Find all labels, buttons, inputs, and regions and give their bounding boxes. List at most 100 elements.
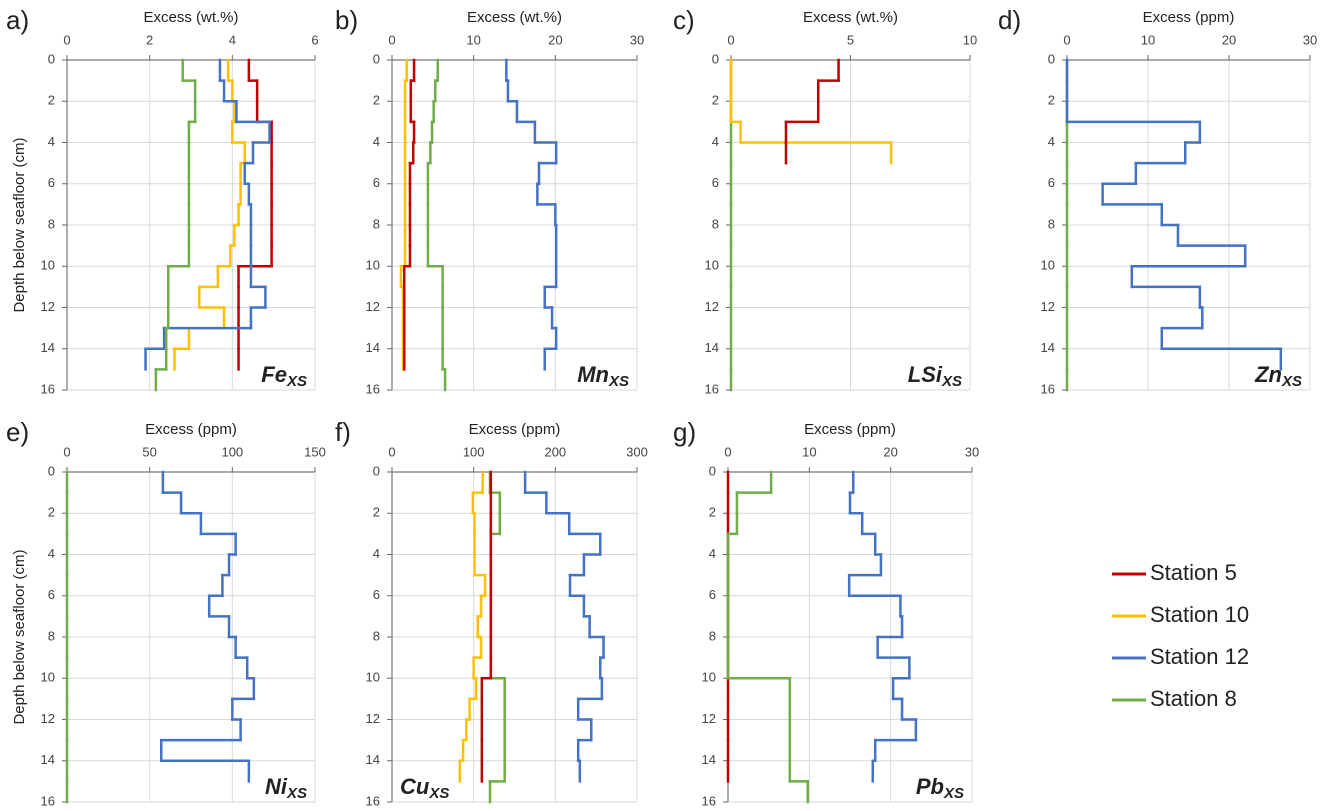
panel: f) Excess (ppm) 0 2 4 6 8 10 12 14 16 0 100 200 300 CuX… <box>335 417 648 809</box>
legend-label: Station 8 <box>1150 686 1237 711</box>
series <box>173 58 246 371</box>
y-tick-label: 6 <box>48 587 55 602</box>
y-tick-label: 0 <box>48 463 55 478</box>
y-tick-label: 12 <box>41 711 55 726</box>
y-tick-label: 4 <box>373 546 380 561</box>
x-tick-label: 0 <box>388 444 395 459</box>
y-tick-label: 4 <box>709 546 716 561</box>
y-tick-label: 6 <box>709 587 716 602</box>
y-tick-label: 16 <box>41 381 55 396</box>
series <box>458 470 487 783</box>
x-tick-label: 4 <box>229 32 236 47</box>
x-tick-label: 50 <box>142 444 156 459</box>
element-subscript: XS <box>428 785 449 802</box>
y-tick-label: 4 <box>48 134 55 149</box>
x-tick-label: 10 <box>802 444 816 459</box>
x-tick-label: 2 <box>146 32 153 47</box>
y-tick-label: 12 <box>41 299 55 314</box>
element-label: CuXS <box>400 774 449 802</box>
panel-letter: g) <box>673 417 696 447</box>
y-tick-label: 14 <box>366 340 380 355</box>
y-tick-label: 8 <box>712 216 719 231</box>
y-tick-label: 6 <box>373 587 380 602</box>
series <box>154 58 197 392</box>
y-tick-label: 10 <box>705 258 719 273</box>
y-tick-label: 10 <box>41 258 55 273</box>
series <box>403 58 416 371</box>
y-tick-label: 6 <box>1048 175 1055 190</box>
legend-label: Station 10 <box>1150 602 1249 627</box>
element-name: Cu <box>400 774 430 799</box>
y-tick-label: 12 <box>1041 299 1055 314</box>
x-tick-label: 0 <box>727 32 734 47</box>
element-subscript: XS <box>943 785 964 802</box>
y-axis-title: Depth below seafloor (cm) <box>11 549 28 724</box>
x-axis-title: Excess (wt.%) <box>467 9 562 26</box>
y-tick-label: 16 <box>705 381 719 396</box>
x-axis-title: Excess (wt.%) <box>143 9 238 26</box>
x-tick-label: 0 <box>1063 32 1070 47</box>
y-tick-label: 12 <box>366 711 380 726</box>
element-name: Pb <box>916 774 944 799</box>
x-tick-label: 30 <box>1303 32 1317 47</box>
panel-letter: f) <box>335 417 351 447</box>
x-tick-label: 150 <box>304 444 326 459</box>
element-label: MnXS <box>577 362 629 390</box>
x-tick-label: 5 <box>847 32 854 47</box>
x-axis-title: Excess (ppm) <box>469 421 561 438</box>
y-tick-label: 14 <box>705 340 719 355</box>
x-tick-label: 20 <box>1222 32 1236 47</box>
y-axis-title: Depth below seafloor (cm) <box>11 137 28 312</box>
element-subscript: XS <box>286 373 307 390</box>
x-axis-title: Excess (wt.%) <box>803 9 898 26</box>
series <box>1065 58 1283 371</box>
element-name: Zn <box>1254 362 1282 387</box>
element-subscript: XS <box>286 785 307 802</box>
element-label: NiXS <box>265 774 307 802</box>
y-tick-label: 2 <box>48 93 55 108</box>
series <box>159 470 256 783</box>
x-tick-label: 20 <box>548 32 562 47</box>
x-tick-label: 100 <box>221 444 243 459</box>
y-tick-label: 0 <box>709 463 716 478</box>
y-tick-label: 8 <box>48 628 55 643</box>
y-tick-label: 4 <box>712 134 719 149</box>
y-tick-label: 12 <box>705 299 719 314</box>
panel-letter: e) <box>6 417 29 447</box>
y-tick-label: 10 <box>41 670 55 685</box>
y-tick-label: 2 <box>373 93 380 108</box>
legend-label: Station 12 <box>1150 644 1249 669</box>
x-axis-title: Excess (ppm) <box>1143 9 1235 26</box>
y-tick-label: 6 <box>373 175 380 190</box>
legend-label: Station 5 <box>1150 560 1237 585</box>
series <box>726 470 809 804</box>
legend: Station 5 Station 10 Station 12 Station 8 <box>1112 560 1249 711</box>
panel: a) Excess (wt.%) Depth below seafloor (cm)… <box>6 5 319 397</box>
x-axis-title: Excess (ppm) <box>145 421 237 438</box>
element-label: FeXS <box>261 362 307 390</box>
x-tick-label: 6 <box>311 32 318 47</box>
y-tick-label: 8 <box>373 216 380 231</box>
y-tick-label: 2 <box>1048 93 1055 108</box>
series <box>237 58 273 371</box>
y-tick-label: 0 <box>373 463 380 478</box>
x-tick-label: 20 <box>883 444 897 459</box>
y-tick-label: 8 <box>709 628 716 643</box>
panel: g) Excess (ppm) 0 2 4 6 8 10 12 14 16 0 10 20 30 PbXS <box>673 417 979 809</box>
y-tick-label: 12 <box>702 711 716 726</box>
y-tick-label: 14 <box>702 752 716 767</box>
y-tick-label: 0 <box>712 51 719 66</box>
element-name: LSi <box>908 362 943 387</box>
x-tick-label: 0 <box>724 444 731 459</box>
y-tick-label: 10 <box>366 258 380 273</box>
y-tick-label: 6 <box>712 175 719 190</box>
y-tick-label: 8 <box>48 216 55 231</box>
x-axis-title: Excess (ppm) <box>804 421 896 438</box>
y-tick-label: 0 <box>373 51 380 66</box>
series <box>426 58 447 392</box>
x-tick-label: 300 <box>626 444 648 459</box>
x-tick-label: 10 <box>1141 32 1155 47</box>
element-name: Fe <box>261 362 287 387</box>
y-tick-label: 14 <box>41 340 55 355</box>
y-tick-label: 16 <box>702 793 716 808</box>
